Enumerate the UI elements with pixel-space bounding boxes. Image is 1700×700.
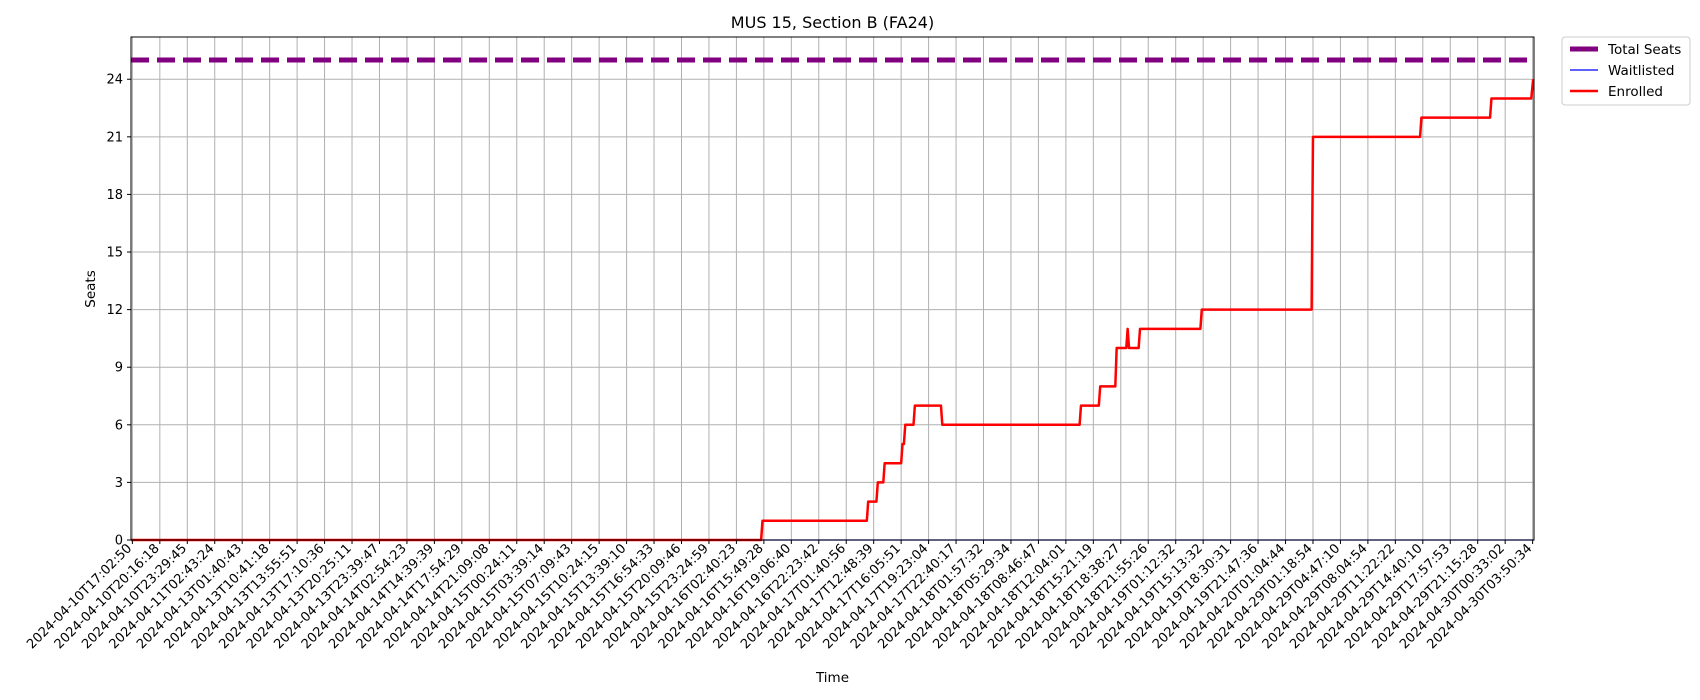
y-tick-label: 0: [115, 534, 123, 549]
legend-label-waitlisted: Waitlisted: [1608, 63, 1675, 79]
chart-title: MUS 15, Section B (FA24): [731, 13, 934, 32]
legend: Total Seats Waitlisted Enrolled: [1561, 36, 1691, 106]
y-tick-label: 6: [115, 418, 123, 433]
legend-label-total-seats: Total Seats: [1607, 42, 1681, 58]
y-tick-label: 12: [106, 303, 123, 318]
y-tick-label: 18: [106, 188, 123, 203]
plot-frame: [130, 36, 1535, 541]
y-tick-label: 15: [106, 246, 123, 261]
y-tick-label: 21: [106, 130, 123, 145]
y-tick-label: 9: [115, 361, 123, 376]
grid: [131, 37, 1534, 541]
legend-label-enrolled: Enrolled: [1608, 84, 1663, 100]
x-axis-label: Time: [815, 670, 849, 686]
legend-box: [1561, 36, 1691, 106]
y-axis-ticks: 0 3 6 9 12 15 18 21 24: [106, 73, 131, 549]
y-tick-label: 3: [115, 476, 123, 491]
x-axis-ticks: 2024-04-10T17:02:502024-04-10T20:16:1820…: [24, 540, 1535, 652]
series-line-enrolled: [131, 79, 1535, 542]
y-tick-label: 24: [106, 73, 123, 88]
y-axis-label: Seats: [83, 270, 99, 307]
